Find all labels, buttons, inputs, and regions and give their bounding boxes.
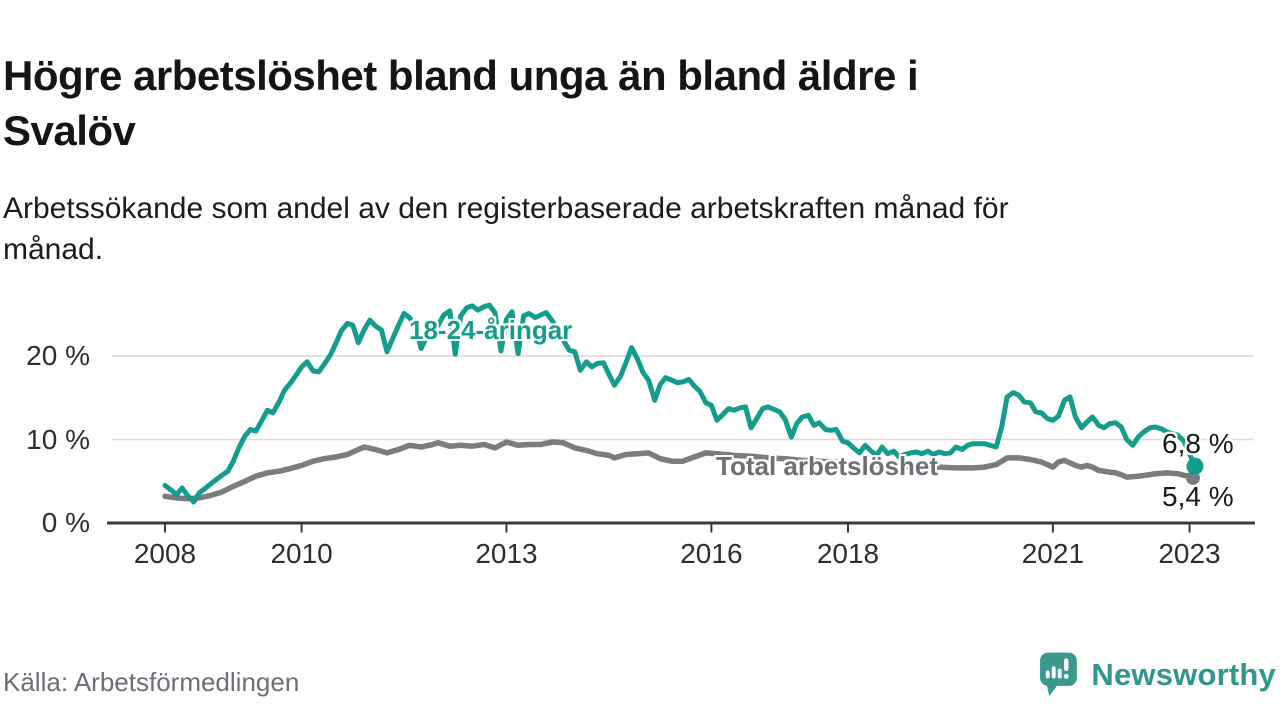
x-axis-tick-label: 2008 <box>133 538 197 569</box>
x-axis-tick-label: 2021 <box>1021 538 1085 569</box>
series-label-youth: 18-24-åringar <box>409 315 573 345</box>
x-axis-tick-label: 2023 <box>1158 538 1221 569</box>
x-axis-tick-label: 2013 <box>475 538 538 569</box>
end-value-label-total: 5,4 % <box>1162 481 1234 512</box>
chart-subtitle-line1: Arbetssökande som andel av den registerb… <box>3 192 1009 225</box>
newsworthy-speech-bubble-bar-chart-icon <box>1040 652 1078 697</box>
x-axis-tick-label: 2018 <box>816 538 880 569</box>
y-axis-tick-label: 10 % <box>26 423 90 455</box>
series-label-total: Total arbetslöshet <box>716 451 939 481</box>
source-note: Källa: Arbetsförmedlingen <box>3 667 300 697</box>
x-axis-tick-label: 2016 <box>680 538 743 569</box>
page-title-line1: Högre arbetslöshet bland unga än bland ä… <box>3 52 919 100</box>
y-axis-tick-label: 0 % <box>41 507 90 538</box>
newsworthy-logo: Newsworthy <box>1039 650 1276 700</box>
chart-subtitle-line2: månad. <box>3 233 104 266</box>
end-value-label-youth: 6,8 % <box>1162 428 1234 459</box>
x-axis-tick-label: 2010 <box>270 538 333 569</box>
page-title: Högre arbetslöshet bland unga än bland ä… <box>3 48 1183 158</box>
page-title-line2: Svalöv <box>3 107 136 155</box>
series-line-youth <box>162 302 1198 505</box>
series-line-total <box>162 439 1198 502</box>
y-axis-tick-label: 20 % <box>26 340 90 371</box>
chart-subtitle: Arbetssökande som andel av den registerb… <box>3 188 1223 270</box>
newsworthy-wordmark: Newsworthy <box>1091 657 1276 692</box>
end-dot-youth <box>1186 457 1204 475</box>
